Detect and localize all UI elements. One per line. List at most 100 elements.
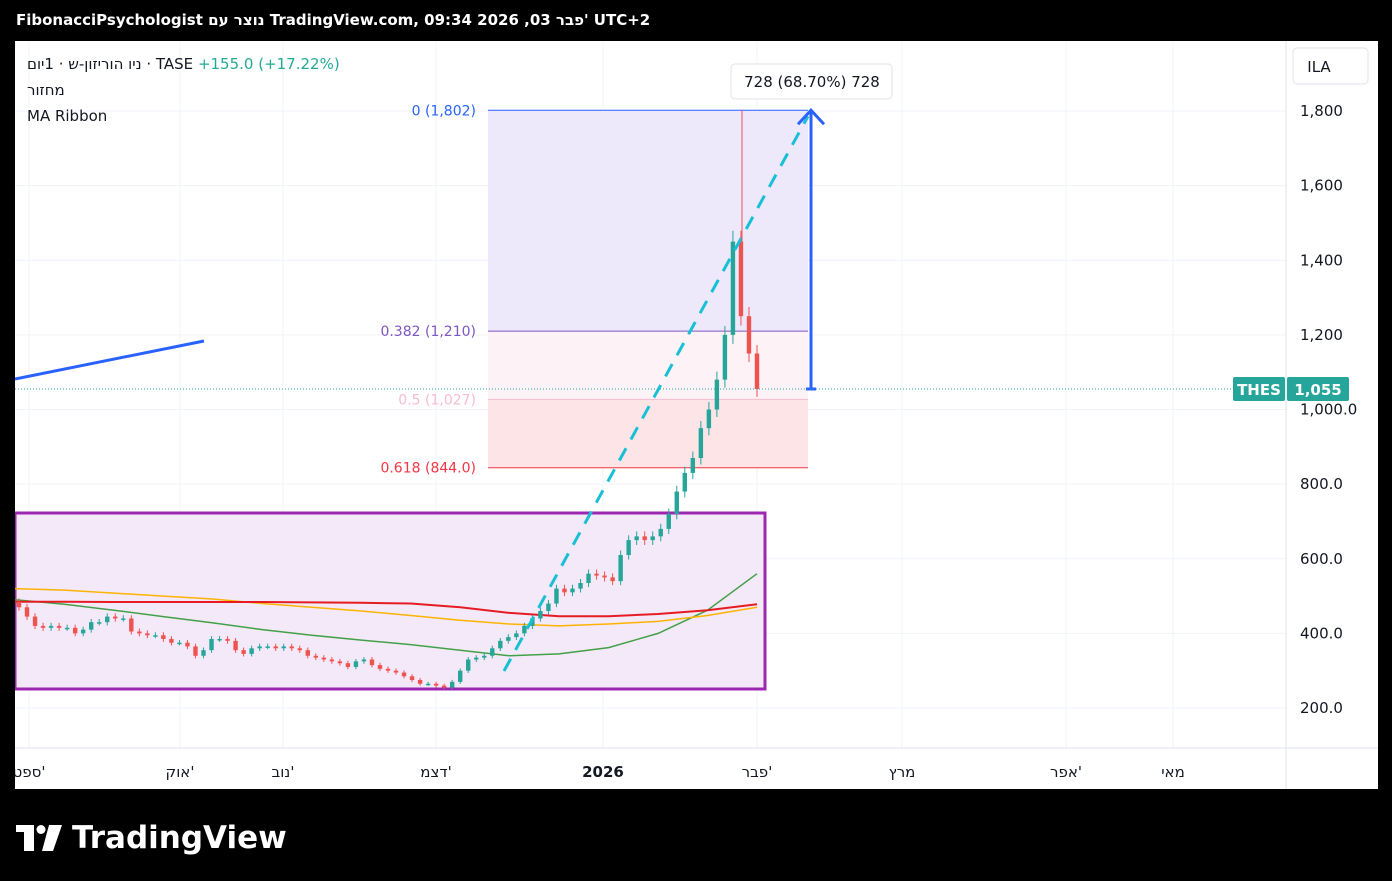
candle-body — [474, 657, 479, 660]
candle-body — [730, 241, 736, 335]
candle-body — [289, 646, 294, 649]
tradingview-logo-icon — [16, 825, 62, 851]
projection-line — [502, 115, 810, 672]
ma-line — [14, 587, 758, 627]
candle-body — [241, 650, 246, 654]
candle-body — [225, 638, 230, 641]
time-tick-label: דצמ' — [420, 763, 451, 781]
candle-body — [233, 640, 238, 651]
candle-body — [682, 472, 688, 492]
candle-body — [88, 622, 94, 630]
fib-labels: 0 (1,802) 0.382 (1,210) 0.5 (1,027) 0.618 (… — [380, 103, 476, 476]
time-tick-label: פבר' — [742, 763, 773, 781]
fib-level-label: 0.618 (844.0) — [380, 461, 476, 477]
currency-box — [1292, 47, 1369, 85]
candle-body — [257, 646, 262, 649]
symbol-title[interactable]: ניו הוריזון-ש · 1יום · TASE — [27, 55, 194, 73]
candle-body — [113, 616, 118, 619]
candle-body — [217, 638, 222, 641]
measure-label: 728 (68.70%) 728 — [730, 63, 893, 100]
chart-svg[interactable]: 728 (68.70%) 728 0 (1,802)0.382 (1,210)0… — [13, 41, 1378, 789]
chart-legend: ניו הוריזון-ש · 1יום · TASE +155.0 (+17.… — [27, 51, 340, 129]
candle-body — [129, 618, 134, 632]
candle-body — [56, 625, 62, 628]
time-tick-label: אפר' — [1050, 763, 1082, 781]
candle-body — [209, 638, 214, 651]
drawings[interactable]: 728 (68.70%) 728 — [14, 63, 1286, 672]
candle-body — [121, 618, 126, 620]
price-tick-label: 1,400 — [1300, 251, 1343, 269]
candle-body — [602, 575, 607, 578]
candle-body — [441, 685, 447, 688]
candle-body — [642, 536, 647, 541]
candle-body — [361, 659, 367, 662]
candle-body — [466, 659, 471, 671]
candle-body — [738, 241, 744, 317]
legend-symbol-row[interactable]: ניו הוריזון-ש · 1יום · TASE +155.0 (+17.… — [27, 51, 340, 77]
candle-body — [433, 683, 439, 686]
last-price-text: 1,055 — [1294, 381, 1341, 399]
candle-body — [24, 607, 30, 617]
price-tick-label: 1,200 — [1300, 326, 1343, 344]
candle-body — [385, 668, 391, 671]
candle-body — [153, 635, 158, 637]
candle-body — [265, 646, 270, 648]
legend-ma-ribbon[interactable]: MA Ribbon — [27, 107, 108, 125]
candle-body — [337, 661, 343, 664]
candle-body — [313, 655, 319, 658]
candle-body — [666, 513, 671, 529]
candle-body — [32, 616, 38, 626]
candle-body — [425, 683, 431, 686]
tradingview-logo[interactable]: TradingView — [16, 818, 287, 858]
candle-body — [369, 659, 375, 666]
candle-body — [506, 637, 511, 641]
measure-label-text: 728 (68.70%) 728 — [744, 73, 880, 91]
legend-volume[interactable]: מחזור — [27, 81, 65, 99]
candle-body — [305, 650, 310, 656]
fib-level-label: 0.5 (1,027) — [398, 392, 476, 408]
chart-panel[interactable]: 728 (68.70%) 728 0 (1,802) 0.382 (1,210) 0… — [13, 41, 1378, 789]
ma-line — [15, 600, 758, 618]
candle-body — [281, 646, 286, 649]
candle-body — [353, 661, 359, 667]
price-tick-label: 400.0 — [1300, 624, 1343, 642]
candle-body — [80, 629, 86, 634]
price-tick-label: 200.0 — [1300, 699, 1343, 717]
price-tick-label: 1,800 — [1300, 102, 1343, 120]
candle-body — [514, 633, 519, 638]
candle-body — [273, 646, 278, 649]
candle-body — [449, 681, 455, 688]
candle-body — [618, 555, 623, 582]
candle-body — [578, 583, 583, 589]
candle-body — [137, 631, 142, 634]
candle-body — [201, 650, 206, 656]
candles — [16, 230, 760, 690]
brand-name: TradingView — [72, 820, 287, 856]
candle-body — [145, 633, 150, 636]
fib-level-label: 0.382 (1,210) — [380, 324, 476, 340]
candle-body — [40, 625, 46, 628]
candle-body — [706, 409, 712, 429]
candle-body — [546, 603, 551, 611]
price-change: +155.0 (+17.22%) — [197, 55, 340, 73]
candle-body — [377, 665, 383, 669]
fib-level-label: 0 (1,802) — [412, 103, 476, 119]
price-tick-label: 1,000.0 — [1300, 401, 1357, 419]
time-tick-label: מאי — [1161, 763, 1185, 781]
fib-zone-0-0382 — [488, 110, 808, 332]
candle-body — [570, 588, 575, 593]
candle-body — [658, 528, 663, 537]
candle-body — [714, 379, 720, 410]
candle-body — [490, 648, 495, 656]
candle-body — [498, 640, 503, 649]
time-tick-label: נוב' — [272, 763, 295, 781]
candle-body — [249, 648, 254, 654]
caption-text: FibonacciPsychologist נוצר עם TradingVie… — [16, 11, 651, 29]
time-tick-label: 2026 — [582, 763, 624, 781]
time-tick-label: אוק' — [166, 763, 195, 781]
candle-body — [634, 536, 639, 541]
candle-body — [345, 663, 351, 667]
candle-body — [482, 655, 487, 658]
measure-label-box — [730, 63, 893, 100]
price-tick-label: 1,600 — [1300, 177, 1343, 195]
